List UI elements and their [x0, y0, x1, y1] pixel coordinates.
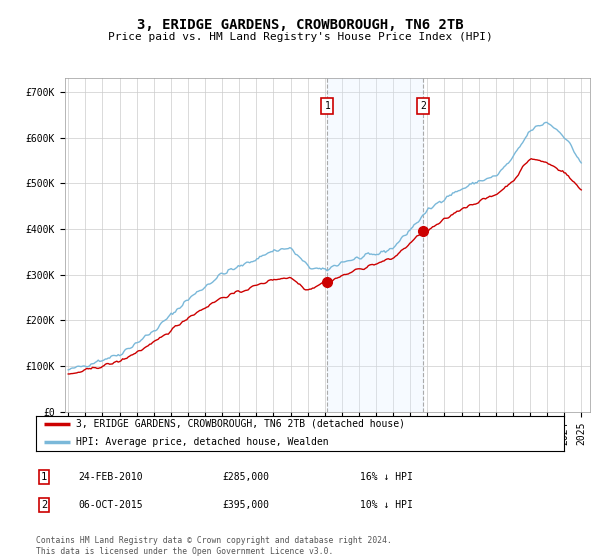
Text: 1: 1: [325, 101, 330, 111]
Text: 16% ↓ HPI: 16% ↓ HPI: [360, 472, 413, 482]
Text: Price paid vs. HM Land Registry's House Price Index (HPI): Price paid vs. HM Land Registry's House …: [107, 32, 493, 42]
Text: £395,000: £395,000: [222, 500, 269, 510]
Text: HPI: Average price, detached house, Wealden: HPI: Average price, detached house, Weal…: [76, 437, 328, 447]
Text: 2: 2: [420, 101, 426, 111]
Text: 3, ERIDGE GARDENS, CROWBOROUGH, TN6 2TB (detached house): 3, ERIDGE GARDENS, CROWBOROUGH, TN6 2TB …: [76, 419, 404, 429]
Text: 1: 1: [41, 472, 47, 482]
Text: 3, ERIDGE GARDENS, CROWBOROUGH, TN6 2TB: 3, ERIDGE GARDENS, CROWBOROUGH, TN6 2TB: [137, 18, 463, 32]
Text: 24-FEB-2010: 24-FEB-2010: [78, 472, 143, 482]
Bar: [328, 78, 423, 412]
Text: 06-OCT-2015: 06-OCT-2015: [78, 500, 143, 510]
Text: 2: 2: [41, 500, 47, 510]
Text: £285,000: £285,000: [222, 472, 269, 482]
Text: 10% ↓ HPI: 10% ↓ HPI: [360, 500, 413, 510]
Text: Contains HM Land Registry data © Crown copyright and database right 2024.
This d: Contains HM Land Registry data © Crown c…: [36, 536, 392, 556]
